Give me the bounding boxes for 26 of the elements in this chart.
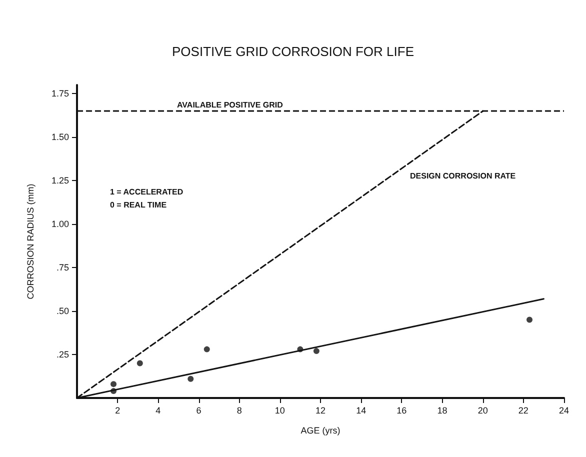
x-tick-label: 6 <box>196 406 202 416</box>
x-tick-label: 24 <box>558 406 570 416</box>
y-tick-label: 1.25 <box>51 176 69 186</box>
ref-line-label: AVAILABLE POSITIVE GRID <box>177 100 284 110</box>
x-tick-label: 18 <box>437 406 448 416</box>
annotation: DESIGN CORROSION RATE <box>410 172 516 180</box>
y-tick-label: 1.50 <box>51 132 69 142</box>
x-axis-title: AGE (yrs) <box>300 426 340 436</box>
y-axis-title: CORROSION RADIUS (mm) <box>26 184 36 300</box>
y-tick-label: 1.00 <box>51 219 69 230</box>
y-tick-label: .50 <box>56 306 69 316</box>
x-tick-label: 4 <box>156 406 161 416</box>
y-tick-label: .75 <box>56 262 69 273</box>
x-tick-label: 8 <box>236 406 242 416</box>
annotation: 1 = ACCELERATED <box>110 188 184 196</box>
x-tick-label: 22 <box>518 406 528 416</box>
y-tick-label: 1.75 <box>51 88 69 99</box>
x-tick-label: 20 <box>478 406 488 416</box>
x-tick-label: 10 <box>274 406 285 416</box>
annotation: 0 = REAL TIME <box>110 200 168 210</box>
x-tick-label: 2 <box>115 406 120 416</box>
x-tick-label: 12 <box>315 406 326 416</box>
y-tick-label: .25 <box>56 350 69 360</box>
x-tick-label: 16 <box>396 406 407 416</box>
x-tick-label: 14 <box>356 406 366 416</box>
chart-title: POSITIVE GRID CORROSION FOR LIFE <box>172 44 414 59</box>
